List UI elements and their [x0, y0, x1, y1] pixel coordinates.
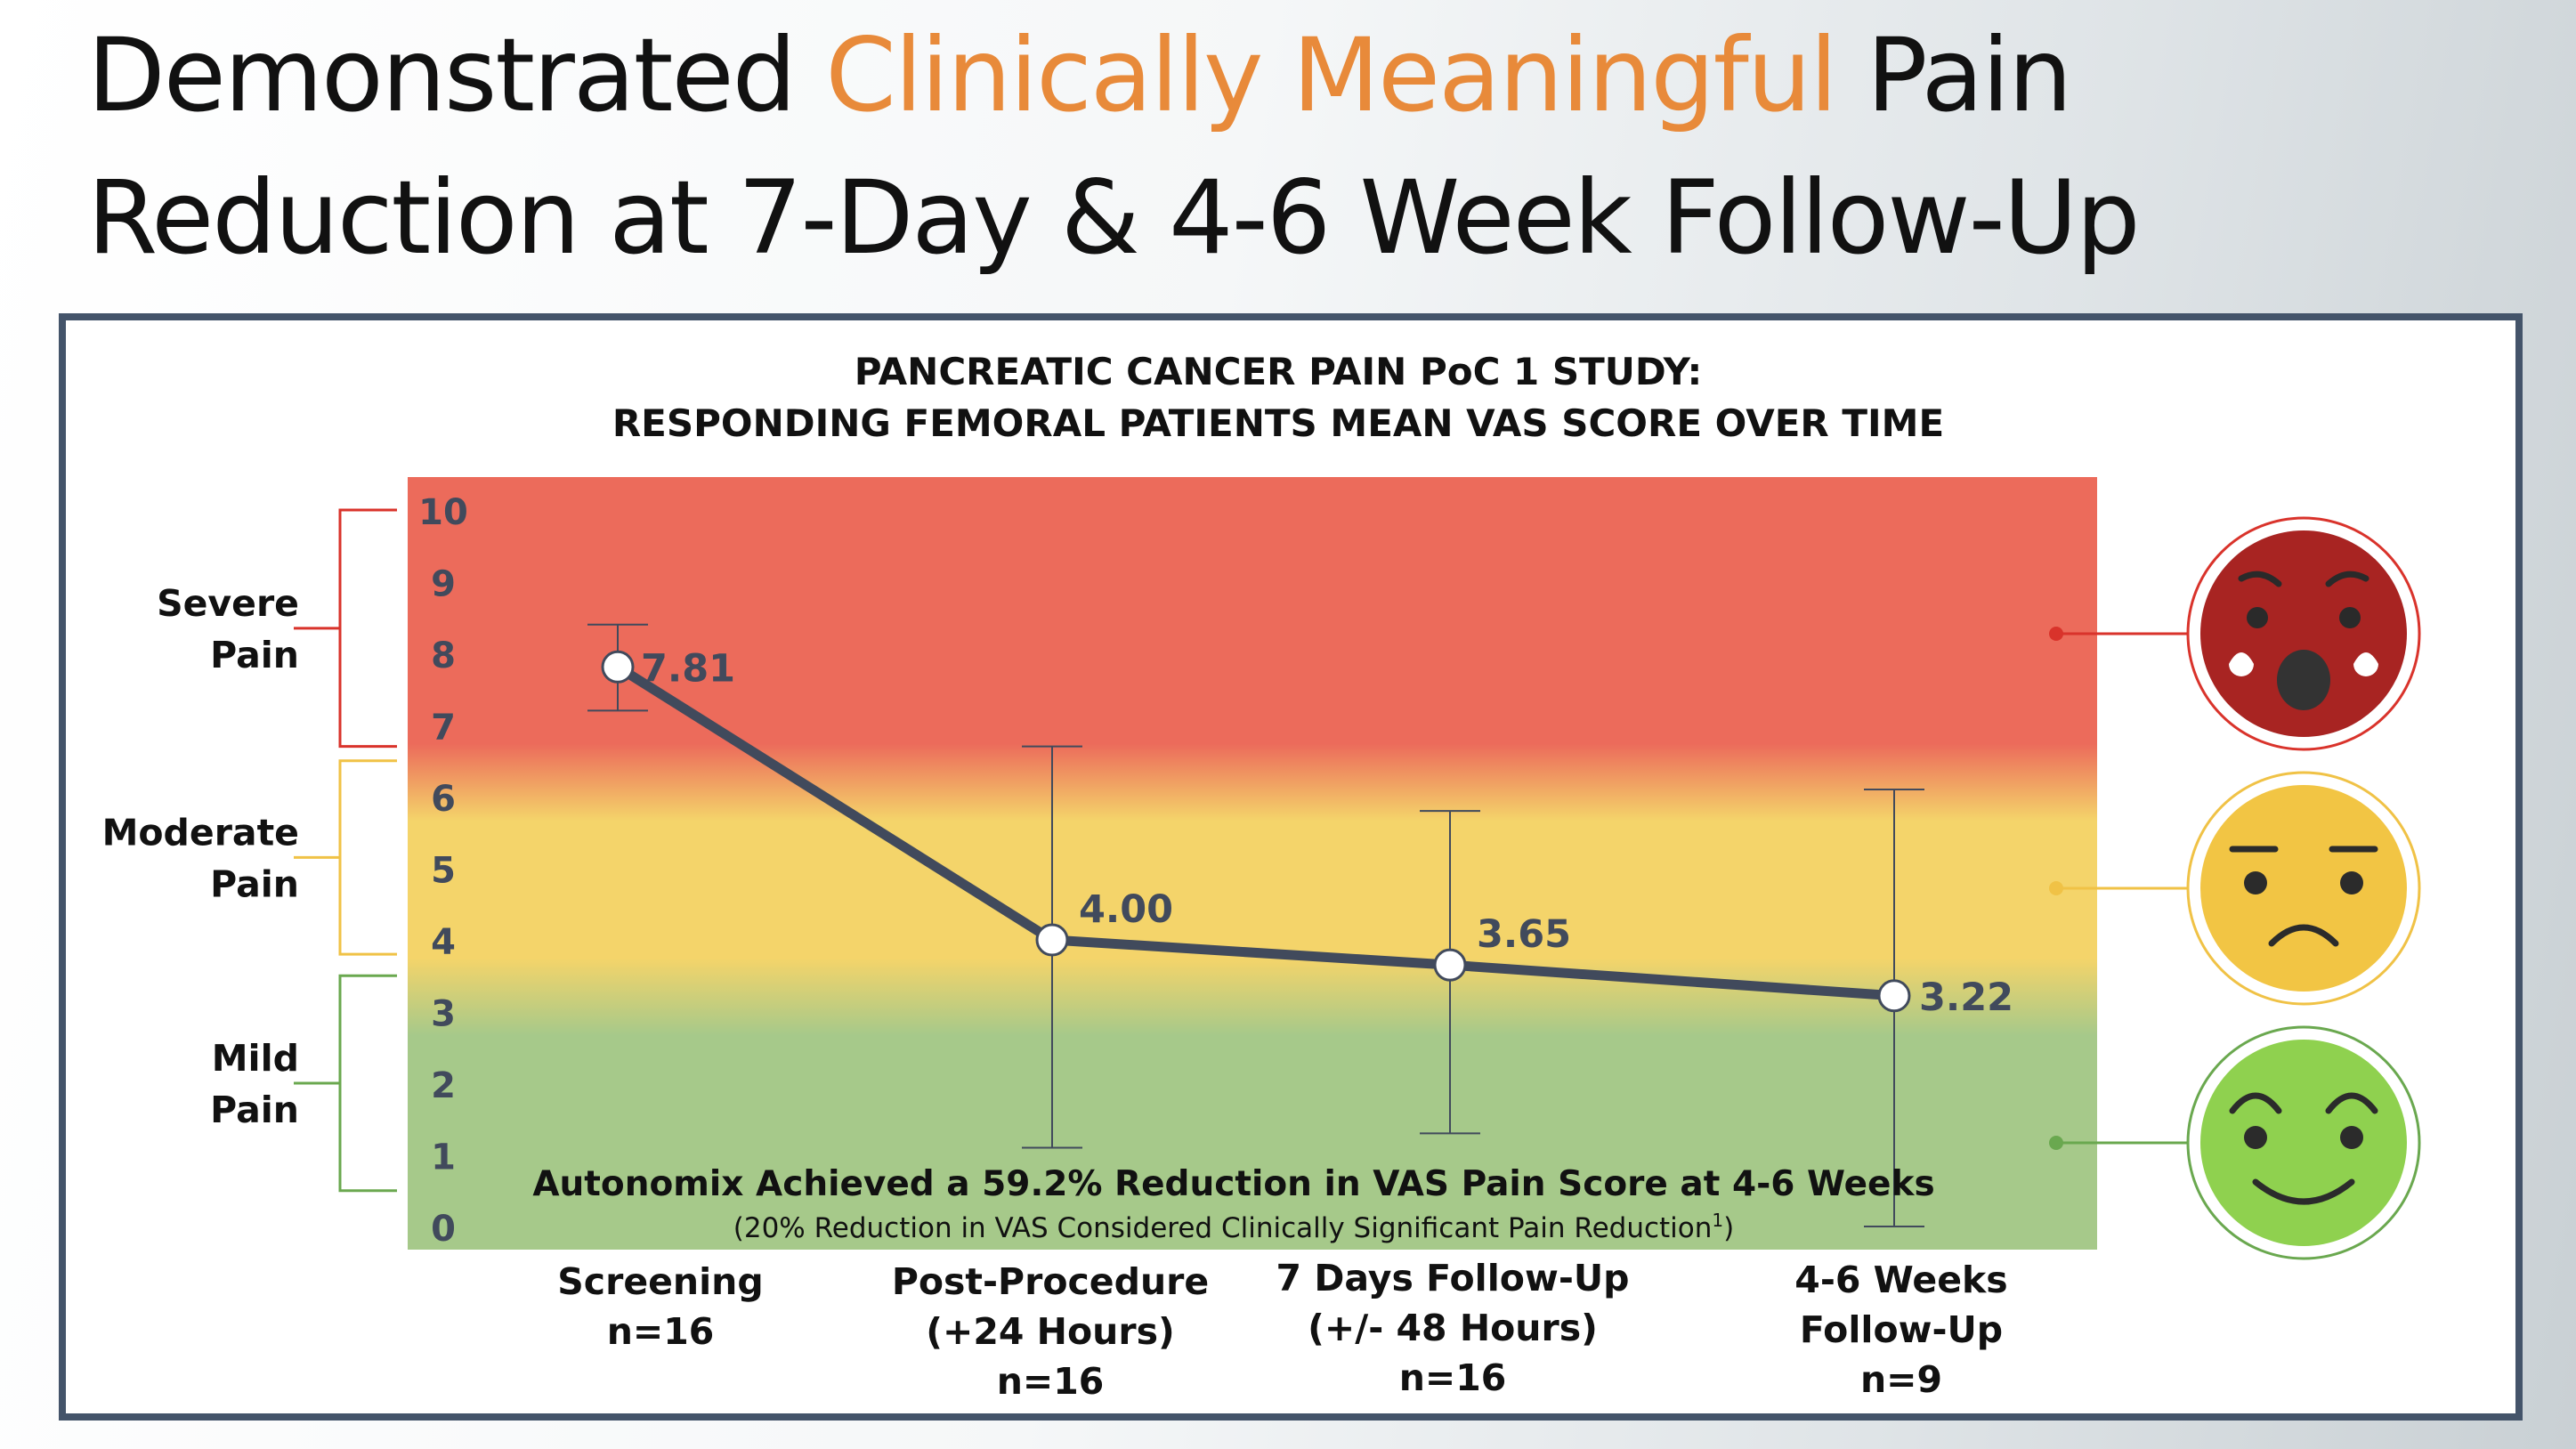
- x-category-label: n=16: [997, 1360, 1105, 1403]
- data-point: [1877, 979, 1911, 1013]
- chart-title-line-2: RESPONDING FEMORAL PATIENTS MEAN VAS SCO…: [612, 401, 1944, 445]
- title-text-after: Pain: [1835, 16, 2072, 134]
- x-category-label: n=16: [1399, 1356, 1507, 1399]
- y-tick-label: 4: [431, 922, 456, 963]
- x-category-label: n=16: [607, 1310, 715, 1353]
- data-label: 7.81: [641, 646, 735, 691]
- pain-category-label: Pain: [210, 634, 299, 676]
- y-tick-label: 8: [431, 635, 456, 676]
- y-tick-label: 10: [418, 492, 468, 533]
- y-tick-label: 7: [431, 708, 456, 749]
- slide-title-line-1: Demonstrated Clinically Meaningful Pain: [87, 25, 2072, 126]
- title-highlight: Clinically Meaningful: [825, 16, 1837, 134]
- chart-title-line-1: PANCREATIC CANCER PAIN PoC 1 STUDY:: [855, 350, 1703, 393]
- brow-icon: [2229, 1092, 2378, 1114]
- crying-face-icon: [2200, 530, 2407, 737]
- y-tick-label: 6: [431, 779, 456, 820]
- eye-icon: [2340, 1126, 2363, 1149]
- frowning-face-icon: [2200, 785, 2407, 992]
- clinical-significance-note: (20% Reduction in VAS Considered Clinica…: [733, 1210, 1734, 1244]
- severe-pain-face: [2049, 516, 2421, 751]
- pain-category-label: Severe: [157, 582, 299, 625]
- eye-icon: [2247, 607, 2268, 628]
- x-category-label: 7 Days Follow-Up: [1276, 1257, 1630, 1299]
- mild-pain-face: [2049, 1025, 2421, 1260]
- y-tick-label: 1: [431, 1137, 456, 1178]
- x-category-label: Post-Procedure: [892, 1260, 1209, 1303]
- smiling-face-icon: [2200, 1040, 2407, 1246]
- eye-icon: [2340, 871, 2363, 894]
- chart-svg: PANCREATIC CANCER PAIN PoC 1 STUDY: RESPO…: [102, 350, 2421, 1403]
- pain-category-label: Pain: [210, 1089, 299, 1131]
- pain-category-label: Moderate: [102, 811, 299, 854]
- title-text-before: Demonstrated: [87, 16, 826, 134]
- mouth-icon: [2277, 650, 2330, 710]
- x-category-label: Screening: [557, 1260, 763, 1303]
- connector-dot: [2049, 1136, 2063, 1150]
- data-point: [601, 650, 635, 684]
- pain-bracket-1: [294, 759, 397, 956]
- pain-category-label: Pain: [210, 862, 299, 905]
- x-category-label: Follow-Up: [1800, 1308, 2003, 1351]
- chart-panel: PANCREATIC CANCER PAIN PoC 1 STUDY: RESPO…: [59, 313, 2523, 1421]
- plot-background: [408, 477, 2097, 1250]
- data-label: 4.00: [1079, 887, 1173, 932]
- moderate-pain-face: [2049, 771, 2421, 1006]
- x-category-label: n=9: [1860, 1358, 1942, 1401]
- x-category-label: (+24 Hours): [926, 1310, 1174, 1353]
- reduction-annotation: Autonomix Achieved a 59.2% Reduction in …: [532, 1164, 1934, 1204]
- eye-icon: [2244, 1126, 2267, 1149]
- connector-dot: [2049, 881, 2063, 895]
- mouth-icon: [2252, 1178, 2355, 1205]
- y-tick-label: 2: [431, 1065, 456, 1106]
- eye-icon: [2244, 871, 2267, 894]
- pain-bracket-2: [294, 974, 397, 1193]
- data-point: [1433, 948, 1467, 982]
- slide-title-line-2: Reduction at 7-Day & 4-6 Week Follow-Up: [87, 158, 2141, 277]
- pain-bracket-0: [294, 508, 397, 749]
- series-line: [612, 661, 1900, 1001]
- data-point: [1035, 923, 1069, 957]
- connector-dot: [2049, 627, 2063, 641]
- x-category-label: (+/- 48 Hours): [1308, 1307, 1598, 1349]
- y-tick-label: 5: [431, 851, 456, 892]
- pain-category-label: Mild: [212, 1037, 299, 1080]
- data-label: 3.65: [1477, 912, 1571, 957]
- y-tick-label: 3: [431, 994, 456, 1035]
- y-tick-label: 9: [431, 564, 456, 605]
- y-tick-label: 0: [431, 1209, 456, 1250]
- tear-icon: [2229, 652, 2254, 676]
- x-category-label: 4-6 Weeks: [1794, 1259, 2007, 1301]
- mouth-icon: [2268, 924, 2339, 947]
- eye-icon: [2339, 607, 2361, 628]
- tear-icon: [2353, 652, 2378, 676]
- brow-icon: [2238, 571, 2369, 587]
- data-label: 3.22: [1919, 975, 2013, 1020]
